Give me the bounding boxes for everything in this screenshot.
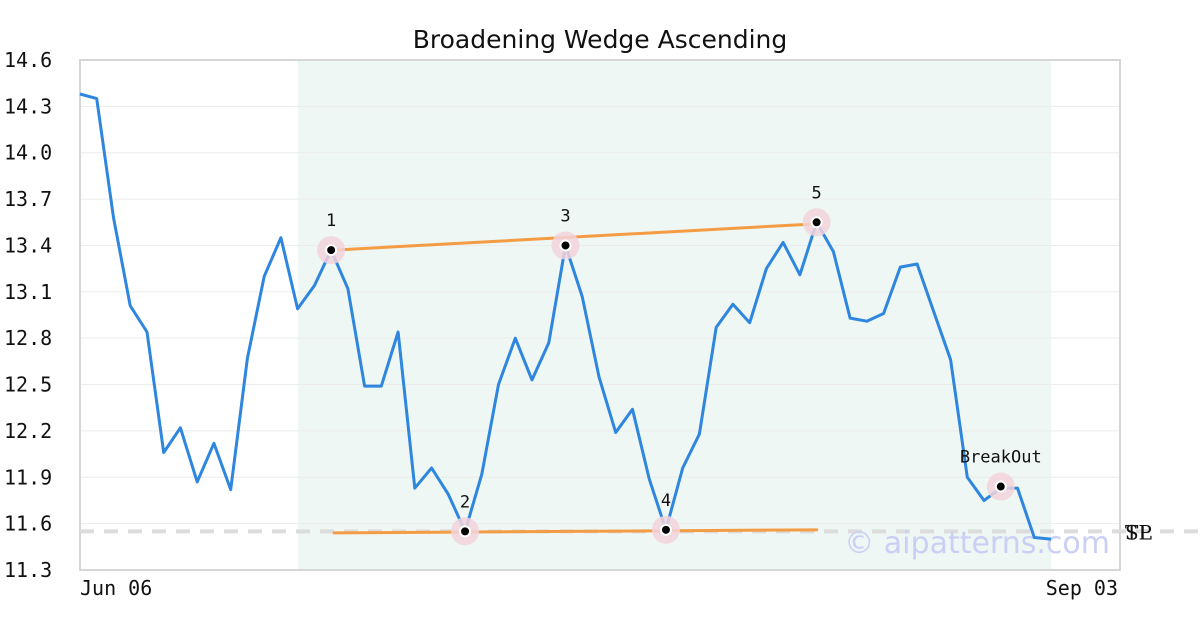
pivot-dot xyxy=(459,525,472,538)
pivot-label: BreakOut xyxy=(960,448,1042,468)
y-tick-label: 12.5 xyxy=(4,373,52,397)
y-tick-label: 14.6 xyxy=(4,48,52,72)
y-axis-ticks: 11.3 11.6 11.9 12.2 12.5 12.8 13.1 13.4 13.7 14.0… xyxy=(4,48,52,582)
watermark: © aipatterns.com xyxy=(844,526,1110,561)
y-tick-label: 14.0 xyxy=(4,141,52,165)
chart-title: Broadening Wedge Ascending xyxy=(413,25,788,54)
pivot-dot xyxy=(810,216,823,229)
pivot-label: 2 xyxy=(460,492,470,512)
plot-frame xyxy=(79,59,1121,571)
pivot-dot xyxy=(325,244,338,257)
x-axis-ticks: Jun 06 Sep 03 xyxy=(80,576,1118,600)
trendline xyxy=(332,528,819,535)
y-tick-label: 11.3 xyxy=(4,558,52,582)
level-label-sl: SL xyxy=(1125,520,1152,544)
pivot-dot xyxy=(659,523,672,536)
gridlines xyxy=(80,59,1120,571)
y-tick-label: 11.6 xyxy=(4,512,52,536)
pivot-markers: 1 2 3 4 5 BreakOut xyxy=(317,183,1042,546)
y-tick-label: 14.3 xyxy=(4,94,52,118)
pivot-3: 3 xyxy=(551,206,580,260)
level-label-tp: TP xyxy=(1125,520,1152,544)
pattern-zone xyxy=(298,60,1051,570)
y-tick-label: 12.8 xyxy=(4,326,52,350)
pivot-2: 2 xyxy=(451,492,480,546)
pivot-1: 1 xyxy=(317,211,346,265)
pivot-breakout: BreakOut xyxy=(960,448,1042,501)
x-tick-label: Jun 06 xyxy=(80,576,152,600)
pivot-5: 5 xyxy=(802,183,831,237)
y-tick-label: 13.4 xyxy=(4,233,52,257)
pivot-label: 4 xyxy=(661,491,671,511)
pivot-dot xyxy=(559,239,572,252)
y-tick-label: 13.7 xyxy=(4,187,52,211)
y-tick-label: 13.1 xyxy=(4,280,52,304)
pivot-4: 4 xyxy=(651,491,680,544)
y-tick-label: 12.2 xyxy=(4,419,52,443)
pivot-label: 5 xyxy=(811,183,821,203)
y-tick-label: 11.9 xyxy=(4,465,52,489)
pivot-dot xyxy=(994,480,1007,493)
x-tick-label: Sep 03 xyxy=(1046,576,1118,600)
pivot-label: 1 xyxy=(326,211,336,231)
pivot-label: 3 xyxy=(560,206,570,226)
